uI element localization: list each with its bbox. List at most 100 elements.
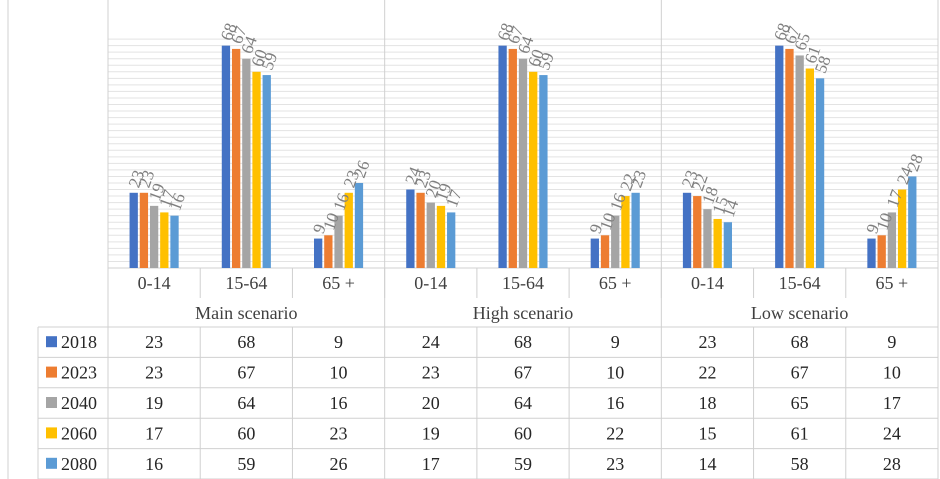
bar-2018-low-scenario-0-14 — [682, 192, 692, 268]
category-label: 15-64 — [225, 273, 267, 293]
bar-2060-high-scenario-65 + — [621, 196, 630, 268]
data-label: 24 — [401, 164, 425, 187]
bar-2023-main-scenario-0-14 — [139, 192, 149, 268]
category-label: 65 + — [876, 273, 909, 293]
bar-2080-low-scenario-0-14 — [723, 222, 732, 268]
legend-label: 2060 — [61, 423, 97, 443]
bar-2018-main-scenario-15-64 — [221, 45, 231, 268]
group-label: Main scenario — [195, 303, 297, 323]
data-label: 68 — [217, 21, 241, 43]
table-cell: 9 — [611, 332, 620, 352]
table-cell: 19 — [145, 393, 163, 413]
table-cell: 10 — [883, 363, 901, 383]
category-label: 15-64 — [779, 273, 821, 293]
bar-2040-main-scenario-0-14 — [149, 205, 159, 268]
table-cell: 16 — [606, 393, 624, 413]
bar-2080-main-scenario-65 + — [354, 182, 364, 268]
bar-2040-low-scenario-0-14 — [703, 209, 712, 268]
table-cell: 24 — [883, 423, 901, 443]
bar-2023-low-scenario-0-14 — [693, 196, 702, 268]
bar-2040-main-scenario-65 + — [334, 215, 343, 268]
table-cell: 9 — [887, 332, 896, 352]
bar-2060-main-scenario-15-64 — [252, 71, 261, 268]
bar-2018-low-scenario-65 + — [867, 238, 876, 268]
data-label: 22 — [616, 171, 640, 193]
data-label: 67 — [504, 23, 528, 46]
table-cell: 26 — [330, 454, 348, 474]
data-label: 65 — [791, 30, 815, 52]
data-label: 19 — [432, 181, 456, 203]
bar-2060-high-scenario-15-64 — [529, 71, 538, 268]
data-label: 67 — [227, 23, 251, 46]
category-label: 0-14 — [414, 273, 447, 293]
bar-2040-low-scenario-15-64 — [795, 55, 804, 269]
category-label: 0-14 — [691, 273, 724, 293]
table-cell: 28 — [883, 454, 901, 474]
bar-2080-main-scenario-0-14 — [170, 215, 179, 268]
bar-2018-main-scenario-0-14 — [129, 192, 138, 268]
data-label: 23 — [627, 168, 651, 190]
legend-label: 2040 — [61, 393, 97, 413]
data-label: 60 — [247, 47, 271, 69]
bar-2023-high-scenario-0-14 — [416, 192, 425, 268]
bar-2080-high-scenario-65 + — [631, 192, 640, 268]
bar-2060-high-scenario-0-14 — [436, 205, 446, 268]
data-label: 17 — [155, 187, 179, 210]
table-cell: 23 — [145, 332, 163, 352]
bar-2023-main-scenario-65 + — [324, 235, 333, 268]
bar-2018-main-scenario-65 + — [314, 238, 323, 268]
table-cell: 22 — [606, 423, 624, 443]
data-label: 23 — [678, 168, 702, 190]
bar-2060-low-scenario-0-14 — [713, 218, 722, 268]
table-cell: 59 — [237, 454, 255, 474]
table-cell: 67 — [237, 363, 255, 383]
data-label: 67 — [780, 23, 804, 46]
table-cell: 20 — [422, 393, 440, 413]
data-label: 10 — [596, 210, 620, 232]
data-label: 14 — [719, 197, 743, 220]
bar-2023-high-scenario-65 + — [600, 235, 610, 268]
data-label: 24 — [893, 164, 917, 187]
bar-2040-low-scenario-65 + — [887, 212, 897, 268]
table-cell: 14 — [698, 454, 716, 474]
group-label: Low scenario — [751, 303, 848, 323]
table-cell: 59 — [514, 454, 532, 474]
legend-key-2023 — [46, 366, 57, 378]
bar-2060-low-scenario-15-64 — [805, 68, 815, 268]
bar-2080-low-scenario-65 + — [908, 176, 917, 268]
bar-2060-main-scenario-0-14 — [160, 212, 169, 268]
legend-label: 2018 — [61, 332, 97, 352]
table-cell: 68 — [237, 332, 255, 352]
data-label: 23 — [125, 168, 149, 190]
table-cell: 17 — [422, 454, 440, 474]
legend-label: 2023 — [61, 363, 97, 383]
bar-2080-high-scenario-15-64 — [539, 75, 548, 268]
table-cell: 24 — [422, 332, 440, 352]
legend-key-2040 — [46, 397, 57, 408]
bar-2018-high-scenario-15-64 — [498, 45, 507, 268]
data-label: 58 — [811, 53, 835, 75]
data-label: 10 — [319, 210, 343, 232]
category-label: 65 + — [599, 273, 632, 293]
data-label: 18 — [698, 184, 722, 206]
table-cell: 67 — [514, 363, 532, 383]
table-cell: 64 — [514, 393, 532, 413]
table-cell: 10 — [330, 363, 348, 383]
table-cell: 58 — [791, 454, 809, 474]
data-label: 16 — [329, 191, 353, 213]
table-cell: 67 — [791, 363, 809, 383]
bar-2040-main-scenario-15-64 — [242, 58, 251, 268]
data-label: 59 — [258, 50, 282, 72]
table-cell: 17 — [883, 393, 901, 413]
table-cell: 23 — [145, 363, 163, 383]
data-label: 23 — [411, 168, 435, 190]
bar-2023-low-scenario-15-64 — [785, 48, 794, 268]
group-label: High scenario — [473, 303, 573, 323]
table-cell: 65 — [791, 393, 809, 413]
table-cell: 9 — [334, 332, 343, 352]
data-label: 26 — [350, 158, 374, 180]
table-cell: 16 — [145, 454, 163, 474]
bar-2023-main-scenario-15-64 — [231, 48, 241, 268]
